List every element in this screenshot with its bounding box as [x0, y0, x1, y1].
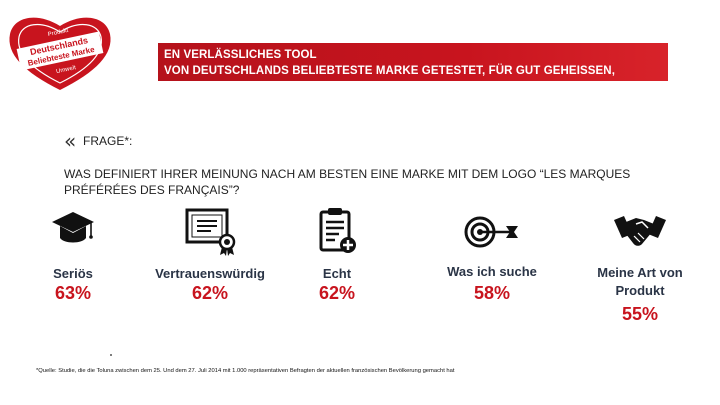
target-icon: [462, 210, 522, 250]
item-label: Echt: [322, 266, 352, 281]
graduation-cap-icon: [50, 206, 96, 252]
item-value: 55%: [621, 304, 659, 324]
result-item-meine-art-von-produkt: Meine Art von Produkt 55%: [588, 210, 692, 325]
item-value: 63%: [54, 283, 92, 303]
question-text: WAS DEFINIERT IHRER MEINUNG NACH AM BEST…: [64, 167, 631, 197]
item-label: Was ich suche: [447, 264, 537, 279]
handshake-icon: [612, 210, 668, 254]
clipboard-icon: [315, 206, 359, 256]
decorative-dot: [110, 354, 112, 356]
item-label: Vertrauenswürdig: [155, 266, 265, 281]
certificate-icon: [183, 206, 237, 256]
quote-mark: «: [64, 129, 77, 153]
result-item-echt: Echt 62%: [302, 206, 372, 304]
logo-bottom-text: Umwelt: [56, 65, 77, 75]
result-item-was-ich-suche: Was ich suche 58%: [432, 210, 552, 304]
header-banner: EN VERLÄSSLICHES TOOL VON DEUTSCHLANDS B…: [158, 43, 668, 93]
item-value: 62%: [318, 283, 356, 303]
question-label: FRAGE*:: [83, 134, 133, 148]
source-footnote: *Quelle: Studie, die die Toluna zwischen…: [36, 368, 455, 374]
result-item-serioes: Seriös 63%: [38, 206, 108, 304]
item-value: 62%: [191, 283, 229, 303]
item-label: Seriös: [53, 266, 93, 281]
logo-top-text: Produkt: [47, 28, 69, 38]
item-label: Meine Art von Produkt: [597, 265, 683, 298]
result-item-vertrauenswuerdig: Vertrauenswürdig 62%: [148, 206, 272, 304]
brand-logo: Produkt Deutschlands Beliebteste Marke U…: [4, 10, 116, 94]
banner-line2: VON DEUTSCHLANDS BELIEBTESTE MARKE GETES…: [164, 65, 616, 93]
item-value: 58%: [473, 283, 511, 303]
banner-line1: EN VERLÄSSLICHES TOOL: [164, 49, 317, 61]
